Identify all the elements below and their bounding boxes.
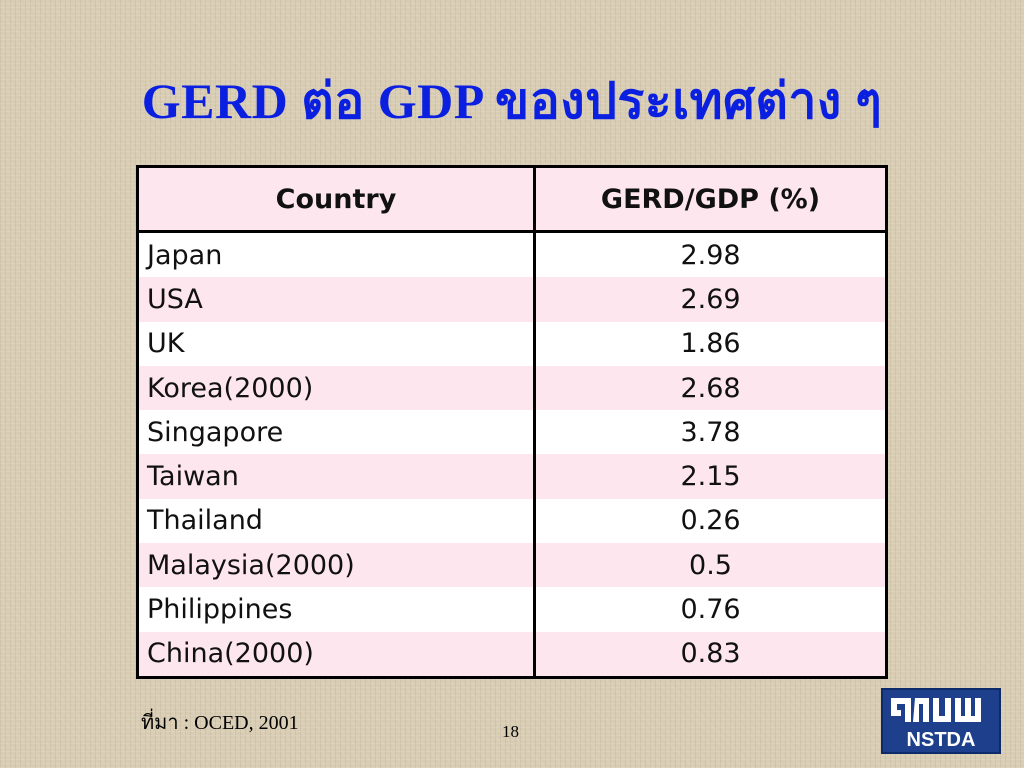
value-cell: 2.98 xyxy=(534,231,885,278)
country-cell: Singapore xyxy=(139,410,536,455)
value-cell: 1.86 xyxy=(534,321,885,366)
value-cell: 0.26 xyxy=(534,498,885,544)
table-row: UK 1.86 xyxy=(139,321,885,366)
country-cell: Japan xyxy=(139,231,536,278)
value-cell: 0.83 xyxy=(534,631,885,676)
value-cell: 0.76 xyxy=(534,587,885,632)
value-cell: 2.68 xyxy=(534,365,885,411)
country-cell: USA xyxy=(139,277,536,322)
value-cell: 0.5 xyxy=(534,543,885,588)
value-cell: 2.15 xyxy=(534,454,885,499)
value-cell: 2.69 xyxy=(534,277,885,322)
data-table: Country GERD/GDP (%) Japan 2.98 USA 2.69… xyxy=(136,165,888,679)
table-row: Japan 2.98 xyxy=(139,231,885,278)
source-note: ที่มา : OCED, 2001 xyxy=(141,712,299,734)
table-row: USA 2.69 xyxy=(139,277,885,322)
table-row: Taiwan 2.15 xyxy=(139,454,885,499)
slide-title: GERD ต่อ GDP ของประเทศต่าง ๆ xyxy=(141,73,883,129)
table-row: Korea(2000) 2.68 xyxy=(139,365,885,411)
table-row: Thailand 0.26 xyxy=(139,498,885,544)
value-cell: 3.78 xyxy=(534,410,885,455)
column-header-gerd-gdp: GERD/GDP (%) xyxy=(534,168,885,233)
table-row: Singapore 3.78 xyxy=(139,410,885,455)
country-cell: China(2000) xyxy=(139,631,536,676)
country-cell: Thailand xyxy=(139,498,536,544)
logo-wordmark: NSTDA xyxy=(907,729,976,751)
table-row: Malaysia(2000) 0.5 xyxy=(139,543,885,588)
country-cell: Philippines xyxy=(139,587,536,632)
nstda-logo: NSTDA xyxy=(881,688,1001,754)
country-cell: Taiwan xyxy=(139,454,536,499)
table-header-row: Country GERD/GDP (%) xyxy=(139,168,885,233)
table-row: Philippines 0.76 xyxy=(139,587,885,632)
page-number: 18 xyxy=(502,722,519,741)
country-cell: Korea(2000) xyxy=(139,365,536,411)
table-row: China(2000) 0.83 xyxy=(139,631,885,676)
country-cell: UK xyxy=(139,321,536,366)
country-cell: Malaysia(2000) xyxy=(139,543,536,588)
column-header-country: Country xyxy=(139,168,536,233)
